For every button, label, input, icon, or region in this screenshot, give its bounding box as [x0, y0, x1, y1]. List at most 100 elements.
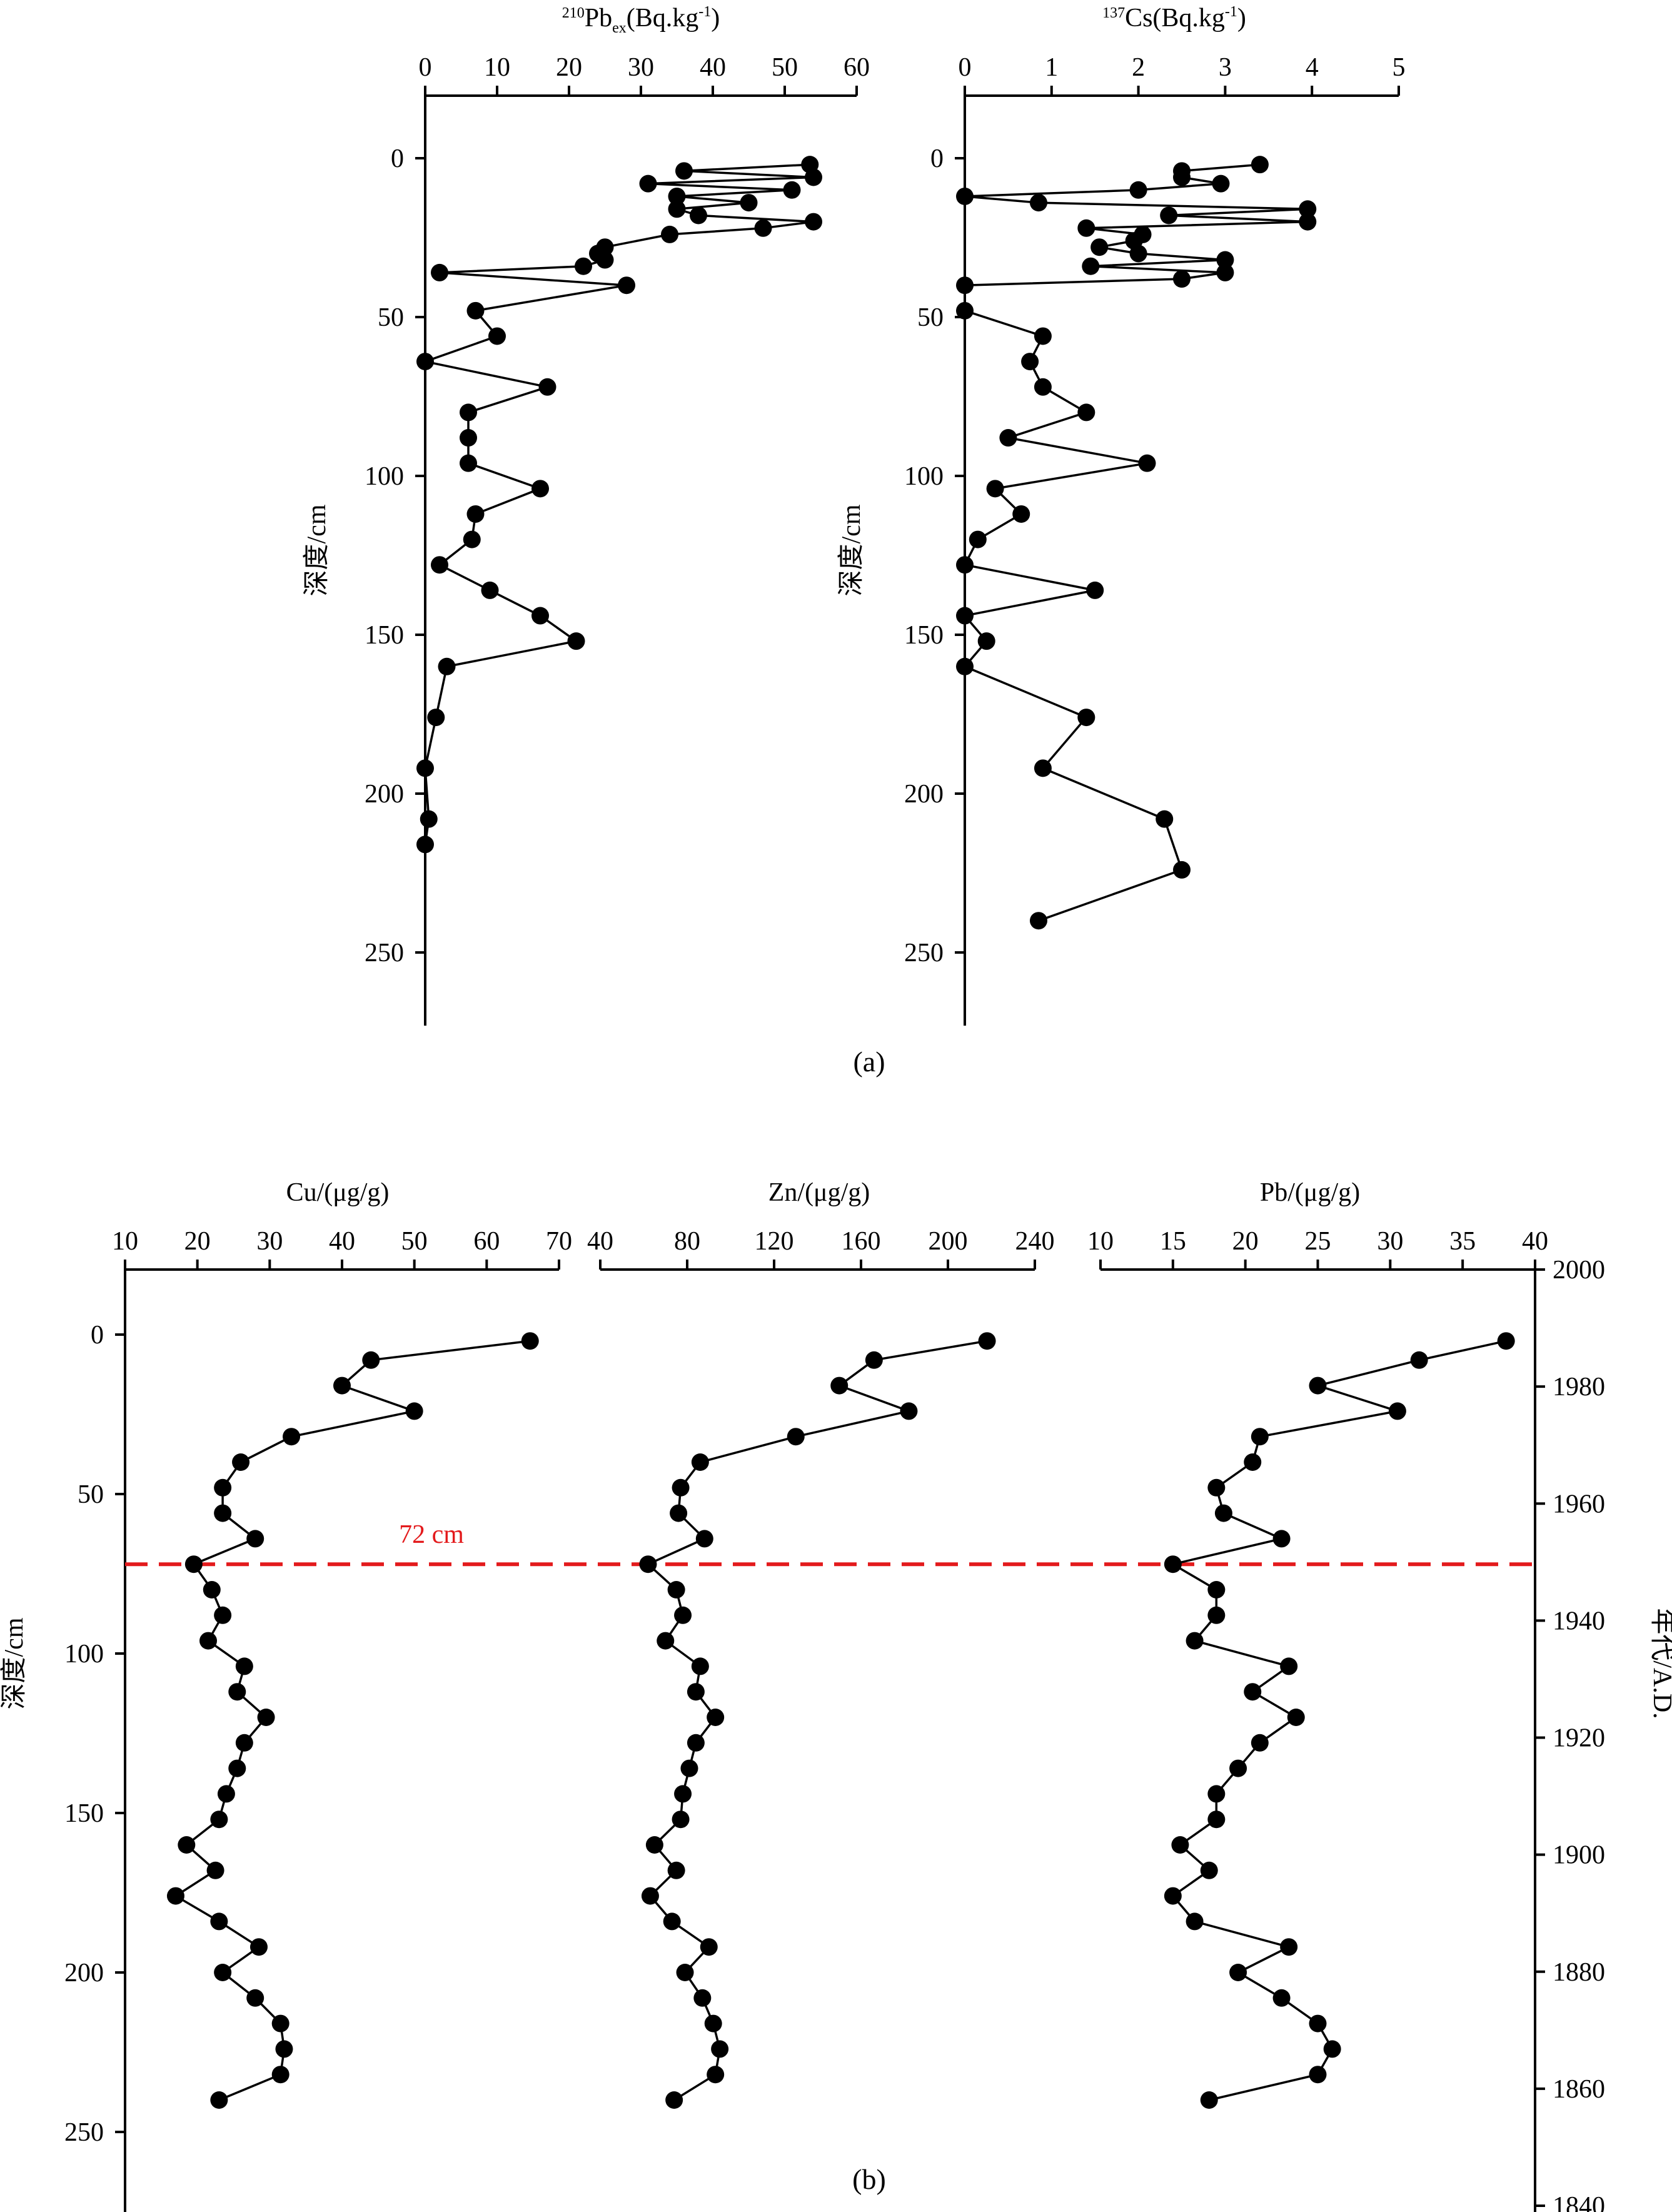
x-axis-title-zn: Zn/(μg/g)	[768, 1178, 870, 1207]
data-point-cs137	[969, 530, 987, 548]
data-point-pb210	[427, 709, 445, 727]
series-line-cs137	[962, 163, 1308, 922]
data-point-pb	[1229, 1964, 1247, 1981]
x-tick-label: 0	[419, 53, 432, 82]
data-point-zn	[687, 1734, 705, 1752]
x-tick-label: 30	[256, 1227, 283, 1256]
data-point-cs137	[956, 187, 974, 205]
data-point-pb	[1200, 1861, 1218, 1879]
data-point-cs137	[1077, 403, 1095, 422]
data-point-cu	[210, 1912, 228, 1931]
depth-tick-label: 0	[930, 144, 944, 173]
data-point-cs137	[956, 607, 974, 625]
data-point-zn	[695, 1530, 713, 1548]
data-point-zn	[663, 1912, 681, 1931]
data-point-pb	[1388, 1402, 1406, 1420]
series-zn	[639, 1332, 996, 2109]
marker-72cm-label: 72 cm	[399, 1520, 464, 1549]
depth-tick-label: 50	[917, 303, 944, 332]
title-unit: (Bq.kg	[627, 4, 699, 33]
x-tick-label: 20	[1232, 1227, 1259, 1256]
data-point-cu	[228, 1759, 246, 1777]
data-point-pb210	[531, 480, 549, 498]
x-tick-label: 80	[674, 1227, 700, 1256]
x-tick-label: 2	[1132, 53, 1145, 82]
data-point-pb	[1214, 1504, 1232, 1522]
title-sub: ex	[612, 20, 627, 36]
data-point-cu	[405, 1402, 423, 1420]
data-point-zn	[691, 1657, 709, 1675]
data-point-cu	[283, 1428, 301, 1446]
data-point-pb	[1244, 1453, 1262, 1471]
x-tick-label: 3	[1219, 53, 1232, 82]
data-point-pb	[1323, 2040, 1341, 2058]
x-tick-label: 20	[184, 1227, 211, 1256]
x-tick-label: 0	[959, 53, 972, 82]
data-point-pb	[1280, 1938, 1298, 1956]
depth-tick-label: 0	[91, 1321, 104, 1350]
data-point-pb210	[618, 276, 635, 295]
data-point-cu	[217, 1785, 235, 1803]
x-tick-label: 40	[329, 1227, 355, 1256]
depth-axis-b: 0 50 100 150 200 250	[64, 1270, 126, 2212]
data-point-pb210	[805, 213, 822, 231]
data-point-pb210	[460, 454, 477, 472]
data-point-pb	[1272, 1989, 1291, 2007]
year-axis: 2000 1980 1960 1940 1920 1900 1880 1860 1840	[1534, 1256, 1605, 2212]
data-point-zn	[900, 1402, 918, 1420]
data-point-pb	[1251, 1734, 1269, 1752]
data-point-pb210	[805, 168, 822, 186]
data-point-cu	[333, 1376, 351, 1395]
title-sup: 210	[562, 5, 585, 21]
x-tick-label: 50	[401, 1227, 428, 1256]
data-point-zn	[674, 1785, 692, 1803]
x-tick-label: 60	[473, 1227, 500, 1256]
x-axis-title-pb: Pb/(μg/g)	[1260, 1178, 1360, 1207]
panel-label-b: (b)	[852, 2163, 886, 2195]
depth-tick-label: 150	[904, 621, 944, 650]
data-point-pb210	[538, 378, 556, 396]
series-cs137	[956, 156, 1317, 930]
data-point-pb210	[639, 174, 657, 193]
data-point-pb	[1207, 1606, 1226, 1624]
title-sup: 137	[1102, 5, 1125, 21]
data-point-zn	[680, 1759, 698, 1777]
data-point-cu	[214, 1478, 232, 1497]
data-point-pb	[1186, 1912, 1204, 1931]
data-point-pb210	[783, 181, 801, 199]
data-point-pb	[1207, 1581, 1226, 1598]
data-point-pb	[1207, 1478, 1226, 1497]
data-point-pb210	[463, 530, 481, 548]
data-point-pb	[1200, 2091, 1218, 2109]
data-point-pb	[1244, 1683, 1262, 1701]
data-point-cs137	[1251, 156, 1269, 174]
data-point-cu	[214, 1964, 232, 1981]
x-tick-label: 15	[1160, 1227, 1186, 1256]
data-point-cs137	[1173, 861, 1191, 879]
data-point-cs137	[1216, 251, 1234, 269]
data-point-cs137	[1129, 245, 1147, 263]
x-tick-label: 30	[628, 53, 654, 82]
year-tick-label: 1860	[1553, 2075, 1605, 2104]
data-point-cs137	[1160, 206, 1178, 225]
x-tick-label: 40	[700, 53, 726, 82]
data-point-zn	[830, 1376, 849, 1395]
data-point-pb210	[675, 162, 693, 180]
data-point-zn	[687, 1683, 705, 1701]
data-point-pb210	[416, 353, 434, 371]
data-point-pb210	[431, 556, 448, 574]
depth-tick-label: 200	[904, 780, 944, 809]
data-point-cu	[203, 1581, 221, 1598]
data-point-pb	[1164, 1555, 1182, 1573]
x-tick-label: 160	[842, 1227, 881, 1256]
data-point-zn	[693, 1989, 712, 2007]
data-point-zn	[667, 1581, 685, 1598]
data-point-cs137	[1299, 200, 1317, 218]
x-axis-title-cs137: 137Cs(Bq.kg-1)	[1102, 4, 1246, 33]
x-tick-label: 40	[1522, 1227, 1548, 1256]
data-point-cu	[184, 1555, 203, 1573]
depth-tick-label: 250	[365, 939, 404, 967]
title-unit-close: )	[1237, 4, 1246, 33]
data-point-cs137	[1086, 581, 1104, 599]
title-unit-close: )	[711, 4, 720, 33]
